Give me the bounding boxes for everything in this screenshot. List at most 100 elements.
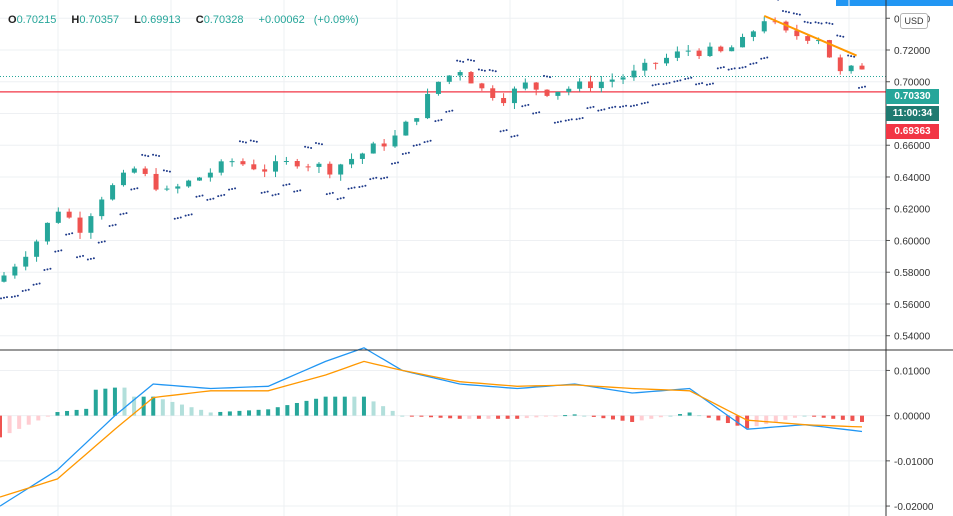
candle [631, 64, 637, 81]
sar-dot [307, 146, 310, 149]
sar-dot [263, 191, 266, 194]
sar-dot [336, 198, 339, 201]
candle-body [457, 72, 463, 76]
sar-dot [130, 188, 133, 191]
macd-histogram-bar [247, 410, 252, 416]
sar-dot [249, 139, 252, 142]
candle [175, 183, 181, 194]
candle-body [338, 164, 344, 175]
macd-histogram-bar [17, 415, 22, 429]
countdown-tag: 11:00:34 [886, 106, 939, 121]
sar-dot [285, 183, 288, 186]
sar-dot [206, 198, 209, 201]
sar-dot [361, 185, 364, 188]
sar-dot [407, 151, 410, 154]
candle [696, 48, 702, 60]
sar-dot [738, 67, 741, 70]
candle [587, 75, 593, 93]
sar-dot [266, 190, 269, 193]
candle-body [750, 31, 756, 37]
sar-dot [418, 143, 421, 146]
sar-dot [831, 23, 834, 26]
ohlc-open: O0.70215 [8, 14, 57, 26]
sar-dot [57, 249, 60, 252]
sar-dot [695, 83, 698, 86]
candle-body [1, 275, 7, 282]
macd-histogram-bar [812, 415, 817, 417]
sar-dot [687, 77, 690, 80]
sar-dot [16, 294, 19, 297]
candle [805, 35, 811, 44]
candle [381, 138, 387, 151]
sar-dot [158, 155, 161, 158]
sar-dot [429, 139, 432, 142]
sar-dot [347, 187, 350, 190]
sar-dot [383, 177, 386, 180]
candle-body [403, 121, 409, 136]
sar-dot [763, 57, 766, 60]
sar-dot [231, 188, 234, 191]
sar-dot [575, 118, 578, 121]
sar-dot [100, 240, 103, 243]
candle [273, 155, 279, 178]
candle-body [696, 50, 702, 57]
sar-dot [220, 194, 223, 197]
sar-dot [60, 249, 63, 252]
macd-histogram-bar [572, 414, 577, 416]
sar-dot [705, 83, 708, 86]
macd-histogram-bar [553, 415, 558, 417]
candle [490, 85, 496, 101]
sar-dot [255, 140, 258, 143]
candle [44, 222, 50, 245]
signal-line [0, 360, 863, 498]
sar-dot [781, 10, 784, 13]
macd-histogram-bar [7, 415, 12, 434]
sar-dot [730, 67, 733, 70]
sar-dot [654, 83, 657, 86]
candle [218, 159, 224, 176]
sar-dot [325, 193, 328, 196]
candle [283, 156, 289, 165]
sar-dot [184, 214, 187, 217]
sar-dot [581, 116, 584, 119]
sar-dot [792, 12, 795, 15]
candle [425, 88, 431, 120]
candle-body [425, 93, 431, 119]
candle [305, 163, 311, 172]
candle [392, 129, 398, 148]
macd-histogram-bar [620, 415, 625, 421]
candle-body [196, 177, 202, 181]
candle-body [142, 168, 148, 174]
sar-dot [456, 59, 459, 62]
sar-dot [114, 223, 117, 226]
sar-dot [260, 191, 263, 194]
macd-histogram-bar [476, 415, 481, 419]
sar-dot [393, 162, 396, 165]
sar-dot [97, 241, 100, 244]
sar-dot [716, 67, 719, 70]
macd-histogram-bar [534, 415, 539, 418]
sar-dot [136, 187, 139, 190]
macd-histogram-bar [467, 415, 472, 419]
candle-body [381, 143, 387, 147]
sar-dot [553, 121, 556, 124]
sar-dot [828, 22, 831, 25]
currency-badge[interactable]: USD [900, 13, 928, 29]
candle-body [609, 79, 615, 82]
sar-dot [155, 154, 158, 157]
candle-body [12, 266, 18, 276]
sar-dot [198, 195, 201, 198]
sar-dot [173, 217, 176, 220]
trendline[interactable] [763, 14, 857, 57]
sar-dot [679, 79, 682, 82]
macd-histogram-bar [208, 412, 213, 416]
sar-dot [234, 187, 237, 190]
sar-dot [564, 119, 567, 122]
sar-dot [760, 57, 763, 60]
macd-histogram-bar [860, 415, 864, 422]
sar-dot [434, 120, 437, 123]
candle-body [283, 161, 289, 163]
sar-dot [820, 22, 823, 25]
